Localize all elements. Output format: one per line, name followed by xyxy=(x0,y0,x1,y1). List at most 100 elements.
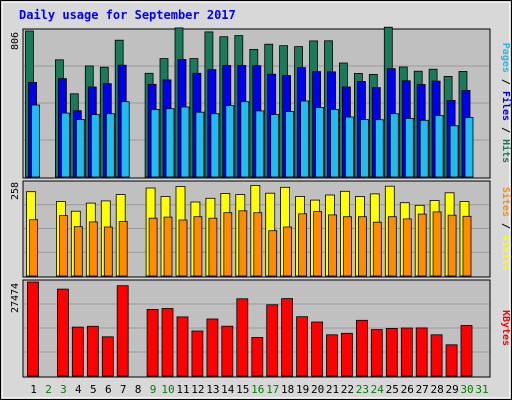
x-tick-label: 29 xyxy=(445,383,458,396)
sites-bar xyxy=(59,215,68,277)
kbytes-bar xyxy=(400,327,413,377)
legend-segment: Pages xyxy=(500,43,511,73)
sites-bar xyxy=(447,214,457,277)
sites-bar xyxy=(148,217,158,277)
kbytes-bar xyxy=(281,298,294,377)
pages-bar xyxy=(165,108,175,178)
sites-bar xyxy=(118,221,128,277)
x-tick-label: 1 xyxy=(30,383,37,396)
x-tick-label: 15 xyxy=(236,383,249,396)
x-tick-label: 6 xyxy=(105,383,112,396)
kbytes-bar xyxy=(101,336,114,377)
sites-bar xyxy=(283,226,293,277)
x-tick-label: 18 xyxy=(281,383,294,396)
x-tick-label: 19 xyxy=(296,383,309,396)
pages-bar xyxy=(240,101,250,178)
x-tick-label: 30 xyxy=(460,383,473,396)
kbytes-bar xyxy=(251,336,264,377)
x-tick-label: 9 xyxy=(150,383,157,396)
bars-layer xyxy=(25,26,474,377)
panel-2-legend: Sites / Visits xyxy=(500,187,512,271)
sites-bar xyxy=(402,218,412,277)
pages-bar xyxy=(344,116,354,178)
pages-bar xyxy=(359,119,369,178)
pages-bar xyxy=(61,112,70,178)
kbytes-bar xyxy=(176,316,189,377)
kbytes-bar xyxy=(71,326,84,377)
x-tick-label: 20 xyxy=(311,383,324,396)
kbytes-bar xyxy=(415,327,428,377)
kbytes-bar xyxy=(355,319,368,377)
pages-bar xyxy=(75,119,85,178)
pages-bar xyxy=(434,115,444,178)
pages-bar xyxy=(315,107,325,178)
x-axis-day-labels: 1 2 3 4 5 6 7 8 9 10 11 12 13 14 15 16 17 18 19 20 21 22 23 24 2… xyxy=(30,383,488,396)
pages-bar xyxy=(150,109,160,178)
x-tick-label: 10 xyxy=(161,383,174,396)
sites-bar xyxy=(103,226,113,277)
sites-bar xyxy=(328,214,337,277)
chart-title: Daily usage for September 2017 xyxy=(19,8,236,22)
pages-bar xyxy=(270,114,280,178)
x-tick-label: 4 xyxy=(75,383,82,396)
x-tick-label: 31 xyxy=(475,383,488,396)
kbytes-bar xyxy=(311,321,324,377)
x-tick-label: 5 xyxy=(90,383,97,396)
x-tick-label: 7 xyxy=(120,383,127,396)
kbytes-bar xyxy=(445,344,458,377)
pages-bar xyxy=(90,114,100,178)
x-tick-label: 21 xyxy=(326,383,339,396)
pages-bar xyxy=(374,119,384,178)
sites-bar xyxy=(268,230,278,277)
pages-bar xyxy=(330,109,339,178)
sites-bar xyxy=(387,216,397,277)
legend-segment: Visits xyxy=(500,235,512,271)
sites-bar xyxy=(432,211,442,277)
legend-segment: KBytes xyxy=(500,310,511,346)
pages-bar xyxy=(419,119,429,178)
pages-bar xyxy=(449,125,459,178)
legend-segment: Hits xyxy=(500,139,512,163)
x-tick-label: 27 xyxy=(416,383,429,396)
pages-bar xyxy=(404,118,414,178)
kbytes-bar xyxy=(460,325,473,377)
panel-2-max-label: 258 xyxy=(10,182,21,200)
kbytes-bar xyxy=(385,327,398,377)
pages-bar xyxy=(389,113,399,178)
x-tick-label: 26 xyxy=(401,383,414,396)
panel-3-legend: KBytes xyxy=(500,310,511,346)
kbytes-bar xyxy=(326,334,338,377)
pages-bar xyxy=(285,111,295,178)
x-tick-label: 14 xyxy=(221,383,235,396)
pages-bar xyxy=(105,113,115,178)
pages-bar xyxy=(255,110,265,178)
sites-bar xyxy=(417,213,427,277)
x-tick-label: 3 xyxy=(60,383,67,396)
pages-bar xyxy=(210,113,220,178)
legend-segment: / xyxy=(500,217,511,235)
sites-bar xyxy=(238,210,248,277)
kbytes-bar xyxy=(340,332,353,377)
kbytes-bar xyxy=(86,325,99,377)
x-tick-label: 23 xyxy=(356,383,369,396)
sites-bar xyxy=(208,217,218,277)
x-tick-label: 17 xyxy=(266,383,279,396)
sites-bar xyxy=(193,216,203,277)
panel-3-max-label: 27474 xyxy=(10,283,21,313)
sites-bar xyxy=(357,216,367,277)
sites-bar xyxy=(313,211,323,277)
sites-bar xyxy=(372,221,382,277)
legend-segment: Sites xyxy=(500,187,512,217)
x-tick-label: 24 xyxy=(371,383,385,396)
sites-bar xyxy=(462,215,472,277)
legend-segment: / xyxy=(500,121,511,139)
kbytes-bar xyxy=(266,304,279,377)
sites-bar xyxy=(163,216,173,277)
kbytes-bar xyxy=(296,316,309,377)
x-tick-label: 11 xyxy=(176,383,189,396)
sites-bar xyxy=(29,219,38,277)
kbytes-bar xyxy=(146,308,159,377)
x-tick-label: 25 xyxy=(386,383,399,396)
